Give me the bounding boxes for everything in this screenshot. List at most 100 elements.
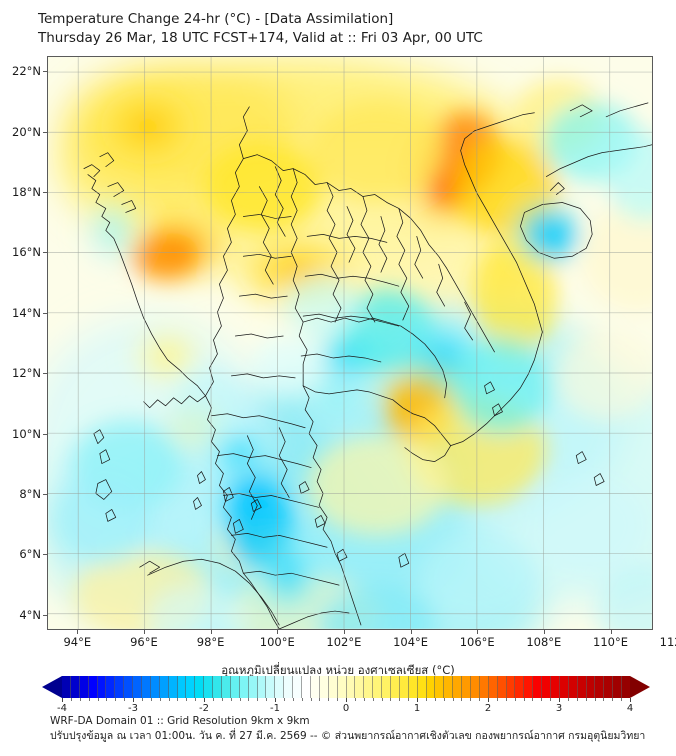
colorbar-minor-tick [585, 698, 587, 701]
coastline-and-borders [83, 102, 652, 629]
colorbar-swatch [168, 676, 178, 698]
x-tick-mark [343, 630, 345, 634]
x-tick-mark [543, 630, 545, 634]
colorbar-major-tick [630, 698, 631, 702]
colorbar-minor-tick [514, 698, 516, 701]
x-tick-mark [277, 630, 279, 634]
colorbar-major-tick [559, 698, 560, 702]
colorbar-swatch [568, 676, 578, 698]
x-tick-label: 112°E [659, 635, 676, 649]
temperature-anomaly-field [48, 57, 652, 629]
colorbar-minor-tick [372, 698, 374, 701]
y-tick-mark [43, 131, 47, 133]
colorbar-minor-tick [532, 698, 534, 701]
colorbar-minor-tick [319, 698, 321, 701]
colorbar-swatch [497, 676, 507, 698]
y-tick-mark [43, 433, 47, 435]
colorbar-minor-tick [328, 698, 330, 701]
colorbar-swatch [310, 676, 320, 698]
colorbar-minor-tick [257, 698, 259, 701]
colorbar-swatch [213, 676, 223, 698]
colorbar-swatch [435, 676, 445, 698]
x-tick-label: 104°E [393, 635, 429, 649]
colorbar-swatch [186, 676, 196, 698]
colorbar-swatch [613, 676, 623, 698]
colorbar-major-tick [346, 698, 347, 702]
colorbar-swatch [506, 676, 516, 698]
y-tick-mark [43, 614, 47, 616]
colorbar-swatch [159, 676, 169, 698]
colorbar-swatch [177, 676, 187, 698]
colorbar-swatch [97, 676, 107, 698]
y-tick-mark [43, 191, 47, 193]
colorbar-swatch [462, 676, 471, 698]
colorbar-swatch [328, 676, 338, 698]
colorbar-minor-tick [576, 698, 578, 701]
colorbar-minor-tick [408, 698, 410, 701]
colorbar-swatch [373, 676, 383, 698]
colorbar-swatch [115, 676, 125, 698]
colorbar-swatch [550, 676, 560, 698]
y-tick-mark [43, 493, 47, 495]
colorbar-major-tick [62, 698, 63, 702]
x-tick-mark [410, 630, 412, 634]
colorbar-minor-tick [541, 698, 543, 701]
colorbar-swatch [124, 676, 134, 698]
title-line-2: Thursday 26 Mar, 18 UTC FCST+174, Valid … [38, 30, 483, 46]
colorbar-swatch [524, 676, 534, 698]
colorbar-swatch [88, 676, 98, 698]
colorbar-tick-label: 4 [626, 703, 634, 714]
chart-title-block: Temperature Change 24-hr (°C) - [Data As… [38, 10, 483, 48]
colorbar-swatch [408, 676, 418, 698]
colorbar-swatch [453, 676, 463, 698]
x-tick-mark [477, 630, 479, 634]
colorbar-swatch [426, 676, 436, 698]
colorbar-minor-tick [301, 698, 303, 701]
colorbar-swatch [479, 676, 489, 698]
y-tick-label: 6°N [19, 547, 41, 562]
colorbar-minor-tick [124, 698, 126, 701]
colorbar-minor-tick [141, 698, 143, 701]
colorbar-swatch [346, 676, 356, 698]
footer-line-1: WRF-DA Domain 01 :: Grid Resolution 9km … [50, 715, 310, 727]
colorbar-major-tick [275, 698, 276, 702]
colorbar-swatch [559, 676, 569, 698]
colorbar-minor-tick [195, 698, 197, 701]
colorbar-swatch [488, 676, 498, 698]
colorbar-minor-tick [283, 698, 285, 701]
colorbar-minor-tick [354, 698, 356, 701]
colorbar-max-arrow [630, 676, 650, 698]
x-tick-label: 94°E [63, 635, 92, 649]
x-tick-mark [610, 630, 612, 634]
colorbar-swatch [257, 676, 267, 698]
colorbar-swatch [293, 676, 303, 698]
colorbar-swatch [70, 676, 80, 698]
colorbar-minor-tick [399, 698, 401, 701]
colorbar-swatch [204, 676, 214, 698]
x-tick-mark [143, 630, 145, 634]
colorbar-minor-tick [390, 698, 392, 701]
colorbar-minor-tick [443, 698, 445, 701]
colorbar-minor-tick [97, 698, 99, 701]
colorbar-gradient [62, 676, 630, 698]
colorbar-minor-tick [79, 698, 81, 701]
footer-block: WRF-DA Domain 01 :: Grid Resolution 9km … [50, 714, 645, 744]
colorbar-minor-tick [115, 698, 117, 701]
colorbar-minor-tick [88, 698, 90, 701]
colorbar-minor-tick [550, 698, 552, 701]
x-tick-label: 110°E [593, 635, 628, 649]
colorbar-tick-label: -2 [199, 703, 209, 714]
map-plot-area [47, 56, 653, 630]
x-tick-mark [77, 630, 79, 634]
colorbar-tick-labels: -4 -3 -2 -1 0 1 2 3 4 [42, 698, 650, 716]
colorbar-swatch [364, 676, 374, 698]
colorbar-minor-tick [310, 698, 312, 701]
colorbar-tick-label: 0 [342, 703, 350, 714]
x-tick-label: 106°E [459, 635, 495, 649]
colorbar-swatch [319, 676, 329, 698]
colorbar-minor-tick [70, 698, 72, 701]
colorbar-major-tick [133, 698, 134, 702]
colorbar-tick-label: 1 [413, 703, 421, 714]
y-tick-label: 8°N [19, 486, 41, 501]
colorbar-minor-tick [381, 698, 383, 701]
